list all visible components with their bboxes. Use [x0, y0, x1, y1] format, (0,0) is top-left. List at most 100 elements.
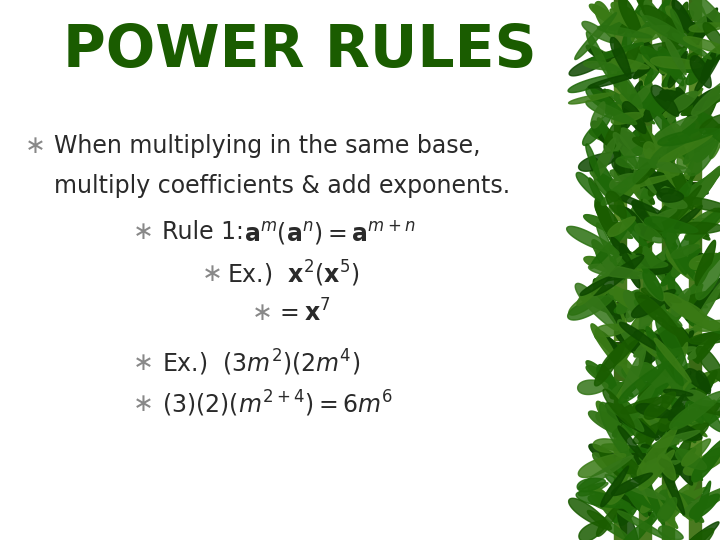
Polygon shape — [694, 401, 720, 417]
Polygon shape — [647, 210, 672, 237]
Polygon shape — [622, 348, 646, 397]
Polygon shape — [658, 407, 680, 431]
Polygon shape — [595, 2, 615, 38]
Polygon shape — [611, 255, 667, 268]
Polygon shape — [604, 120, 621, 153]
Polygon shape — [682, 439, 711, 466]
Polygon shape — [588, 264, 649, 279]
Polygon shape — [683, 368, 720, 392]
Polygon shape — [659, 180, 692, 233]
Polygon shape — [632, 200, 675, 243]
Polygon shape — [634, 320, 674, 357]
Polygon shape — [614, 295, 649, 313]
Polygon shape — [646, 327, 670, 369]
Polygon shape — [611, 237, 634, 269]
Polygon shape — [618, 426, 646, 462]
Polygon shape — [681, 92, 720, 116]
Polygon shape — [611, 2, 653, 33]
Polygon shape — [682, 186, 701, 209]
Polygon shape — [644, 198, 675, 241]
Polygon shape — [665, 44, 687, 86]
Text: ∗: ∗ — [25, 134, 46, 158]
Polygon shape — [667, 448, 693, 485]
Polygon shape — [591, 96, 624, 114]
Text: POWER RULES: POWER RULES — [63, 22, 537, 78]
Polygon shape — [598, 118, 626, 168]
Polygon shape — [588, 495, 631, 515]
Polygon shape — [614, 39, 642, 87]
Polygon shape — [637, 331, 669, 363]
Polygon shape — [693, 166, 720, 204]
Polygon shape — [637, 0, 678, 41]
Polygon shape — [671, 12, 693, 38]
Polygon shape — [614, 63, 626, 100]
Polygon shape — [619, 168, 644, 200]
Polygon shape — [619, 244, 640, 288]
Polygon shape — [634, 299, 682, 327]
Polygon shape — [639, 63, 651, 100]
Polygon shape — [621, 81, 642, 130]
Polygon shape — [665, 6, 696, 32]
Polygon shape — [647, 450, 662, 477]
Polygon shape — [662, 205, 691, 237]
Polygon shape — [662, 285, 703, 327]
Polygon shape — [666, 2, 688, 53]
Polygon shape — [610, 192, 664, 214]
Polygon shape — [676, 87, 694, 118]
Polygon shape — [670, 321, 699, 363]
Text: ∗: ∗ — [252, 301, 273, 325]
Polygon shape — [618, 0, 643, 42]
Polygon shape — [619, 437, 645, 486]
Polygon shape — [613, 415, 649, 437]
Polygon shape — [662, 463, 674, 500]
Polygon shape — [606, 89, 652, 114]
Polygon shape — [592, 240, 624, 283]
Polygon shape — [651, 57, 701, 69]
Polygon shape — [641, 165, 674, 201]
Polygon shape — [639, 463, 651, 500]
Polygon shape — [645, 163, 673, 212]
Polygon shape — [618, 362, 668, 403]
Polygon shape — [595, 202, 622, 234]
Polygon shape — [589, 444, 634, 474]
Polygon shape — [663, 293, 710, 328]
Polygon shape — [696, 448, 720, 471]
Polygon shape — [687, 529, 714, 540]
Polygon shape — [668, 331, 693, 361]
Polygon shape — [642, 363, 676, 396]
Polygon shape — [683, 423, 708, 442]
Polygon shape — [616, 405, 650, 446]
Polygon shape — [614, 355, 649, 403]
Polygon shape — [577, 478, 606, 492]
Polygon shape — [603, 389, 634, 428]
Polygon shape — [662, 143, 674, 180]
Polygon shape — [689, 183, 701, 220]
Polygon shape — [584, 214, 632, 238]
Polygon shape — [635, 290, 676, 308]
Polygon shape — [622, 368, 650, 391]
Polygon shape — [610, 9, 650, 36]
Polygon shape — [620, 444, 646, 473]
Polygon shape — [619, 78, 647, 122]
Polygon shape — [618, 418, 646, 438]
Polygon shape — [596, 412, 625, 431]
Polygon shape — [645, 252, 671, 275]
Polygon shape — [651, 85, 679, 116]
Polygon shape — [575, 12, 616, 59]
Polygon shape — [639, 263, 651, 300]
Polygon shape — [569, 498, 611, 530]
Polygon shape — [618, 168, 649, 205]
Polygon shape — [611, 58, 649, 69]
Polygon shape — [578, 454, 626, 477]
Polygon shape — [610, 372, 649, 399]
Polygon shape — [619, 128, 643, 157]
Polygon shape — [588, 71, 647, 88]
Polygon shape — [659, 526, 683, 539]
Polygon shape — [629, 88, 677, 122]
Polygon shape — [686, 276, 720, 320]
Polygon shape — [689, 303, 701, 340]
Polygon shape — [592, 256, 644, 295]
Polygon shape — [666, 249, 695, 280]
Polygon shape — [685, 369, 711, 392]
Polygon shape — [643, 199, 663, 230]
